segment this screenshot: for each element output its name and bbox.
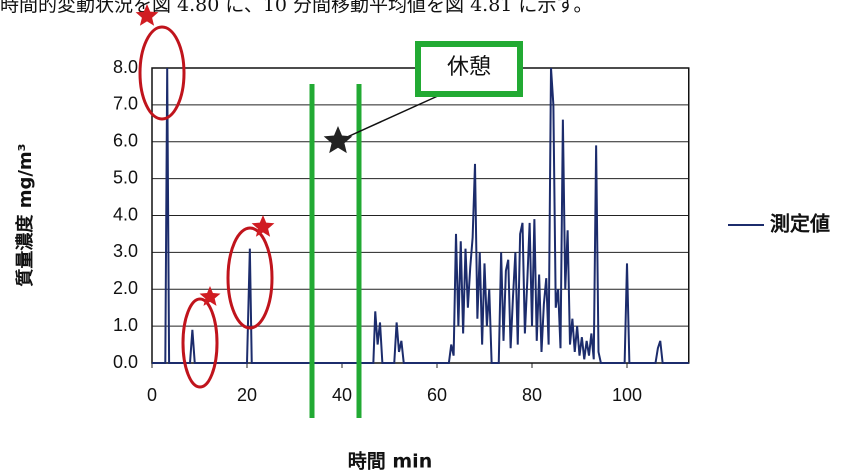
y-axis-label: 質量濃度 mg/m³ bbox=[14, 143, 36, 286]
y-tick-label: 5.0 bbox=[113, 167, 138, 187]
x-tick-label: 40 bbox=[332, 385, 352, 405]
x-axis-label: 時間 min bbox=[348, 451, 432, 473]
x-tick-label: 20 bbox=[237, 385, 257, 405]
x-tick-label: 100 bbox=[612, 385, 642, 405]
x-tick-label: 0 bbox=[147, 385, 157, 405]
data-line bbox=[152, 67, 689, 364]
y-tick-label: 4.0 bbox=[113, 204, 138, 224]
annotation-box bbox=[415, 41, 523, 97]
highlight-ellipse bbox=[226, 226, 274, 330]
y-tick-label: 8.0 bbox=[113, 57, 138, 77]
legend-label: 測定値 bbox=[770, 212, 830, 236]
y-tick-label: 2.0 bbox=[113, 278, 138, 298]
y-tick-label: 0.0 bbox=[113, 352, 138, 372]
star-marker bbox=[323, 126, 353, 154]
y-tick-label: 1.0 bbox=[113, 315, 138, 335]
y-tick-label: 3.0 bbox=[113, 241, 138, 261]
grid: 0.0 1.0 2.0 3.0 4.0 5.0 6.0 7.0 8.0 0 20 40 60 80 100 bbox=[113, 57, 690, 405]
document-text: 時間的変動状況を図 4.80 に、10 分間移動平均値を図 4.81 に示す。 bbox=[0, 0, 593, 16]
annotations: 休憩 bbox=[135, 4, 523, 418]
plot bbox=[152, 67, 689, 364]
star-marker bbox=[135, 4, 159, 26]
x-tick-label: 80 bbox=[522, 385, 542, 405]
y-tick-label: 7.0 bbox=[113, 94, 138, 114]
annotation-text: 休憩 bbox=[447, 55, 491, 80]
highlight-ellipse bbox=[181, 297, 219, 389]
star-marker bbox=[199, 286, 221, 306]
highlight-ellipse bbox=[138, 25, 186, 121]
x-tick-label: 60 bbox=[427, 385, 447, 405]
arrow-line bbox=[344, 94, 441, 139]
star-marker bbox=[251, 215, 275, 237]
y-tick-label: 6.0 bbox=[113, 131, 138, 151]
